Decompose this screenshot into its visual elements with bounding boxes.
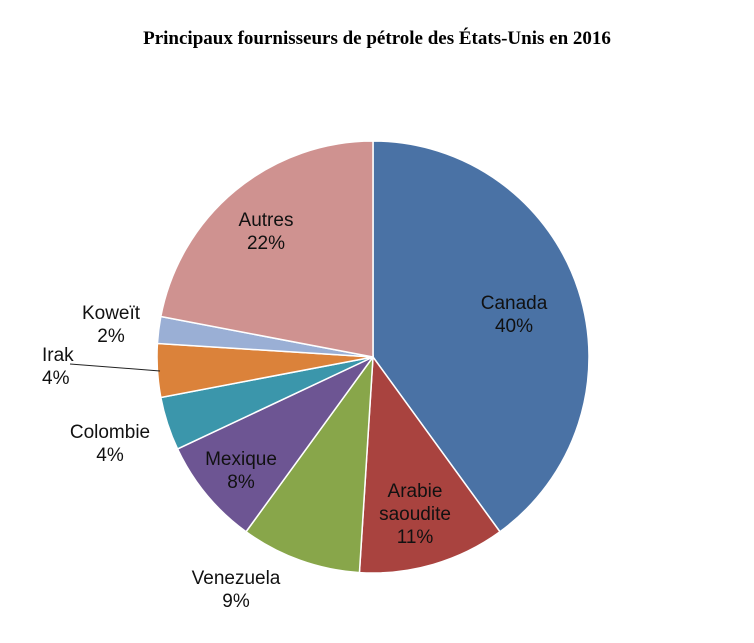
chart-title: Principaux fournisseurs de pétrole des É… bbox=[143, 28, 611, 49]
pie-slice-venezuela bbox=[244, 354, 374, 574]
slice-label-autres: Autres 22% bbox=[239, 210, 294, 254]
slice-label-canada: Canada 40% bbox=[481, 293, 548, 337]
slice-label-venezuela: Venezuela 9% bbox=[192, 568, 281, 612]
slice-label-arabie-saoudite: Arabie saoudite 11% bbox=[379, 481, 451, 548]
pie-slice-mexique bbox=[176, 356, 374, 533]
slice-label-mexique: Mexique 8% bbox=[205, 449, 277, 493]
pie-slice-arabie-saoudite bbox=[358, 354, 502, 574]
slice-label-colombie: Colombie 4% bbox=[70, 422, 150, 466]
slice-label-kowe-t: Koweït 2% bbox=[82, 303, 141, 347]
pie-slice-canada bbox=[372, 140, 590, 533]
leader-line-irak bbox=[69, 363, 161, 372]
slice-label-irak: Irak 4% bbox=[42, 345, 74, 389]
pie-slice-autres bbox=[159, 140, 374, 358]
